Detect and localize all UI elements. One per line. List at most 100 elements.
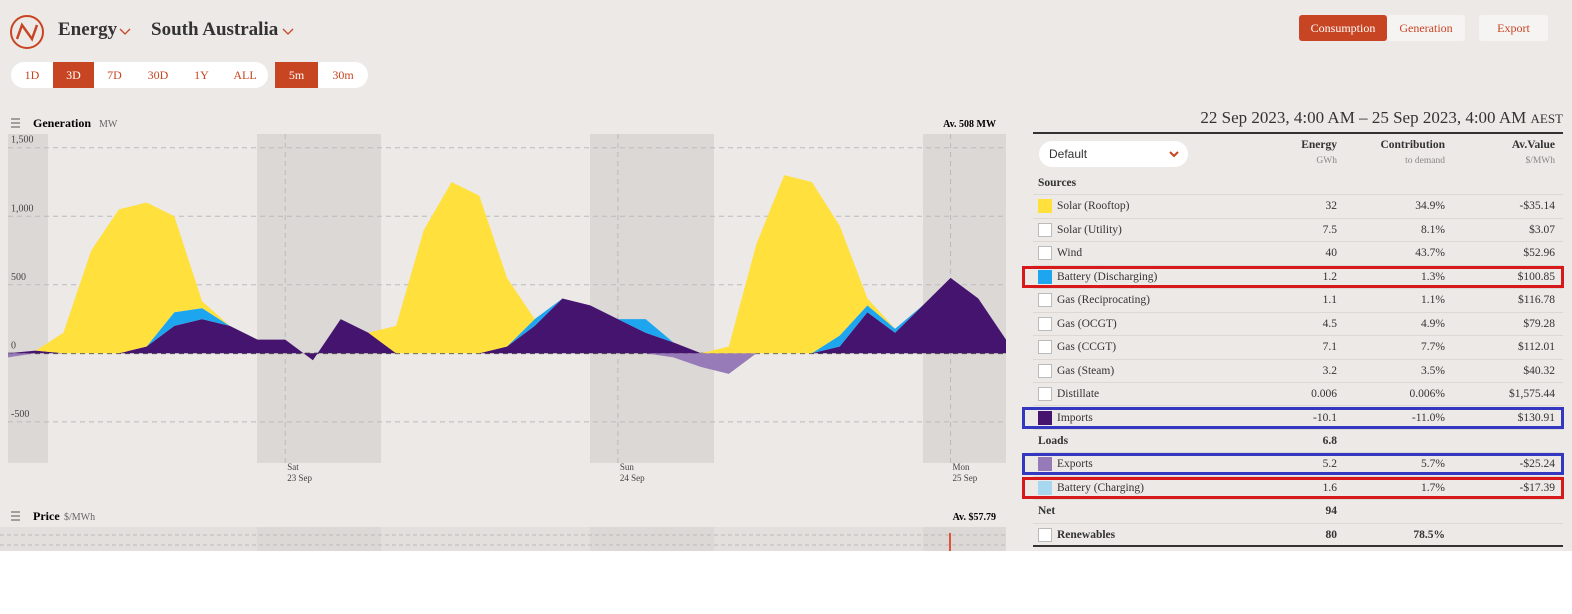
nav-button[interactable]: Generation bbox=[1387, 15, 1465, 41]
cell: 34.9% bbox=[1415, 200, 1445, 213]
table-row: Net 94 bbox=[1033, 500, 1563, 524]
x-tick-label: Sat 23 Sep bbox=[287, 462, 312, 483]
column-title: Av.Value bbox=[1511, 139, 1555, 151]
swatch bbox=[1038, 527, 1052, 542]
range-button[interactable]: 3D bbox=[53, 62, 94, 88]
table-row: Gas (Steam) 3.2 3.5% $40.32 bbox=[1033, 360, 1563, 384]
range-button[interactable]: ALL bbox=[233, 68, 257, 82]
y-tick-label: 1,500 bbox=[11, 135, 34, 146]
cell: 3.5% bbox=[1421, 364, 1445, 377]
cell: 94 bbox=[1325, 505, 1338, 518]
row-label: Exports bbox=[1057, 458, 1093, 471]
highlight bbox=[1022, 406, 1564, 429]
swatch bbox=[1038, 269, 1052, 284]
cell: 32 bbox=[1325, 200, 1338, 213]
cell: 1.2 bbox=[1322, 270, 1337, 283]
row-label: Distillate bbox=[1057, 388, 1100, 401]
row-label: Gas (Reciprocating) bbox=[1057, 294, 1150, 307]
y-tick-label: 500 bbox=[11, 272, 26, 283]
table-row: Battery (Discharging) 1.2 1.3% $100.85 bbox=[1033, 266, 1563, 290]
table-row: Battery (Charging) 1.6 1.7% -$17.39 bbox=[1033, 477, 1563, 501]
cell: 4.5 bbox=[1322, 317, 1337, 330]
chart-title: Generation bbox=[33, 116, 91, 130]
row-label: Gas (CCGT) bbox=[1057, 341, 1117, 354]
y-tick-label: 1,000 bbox=[11, 203, 34, 214]
logo[interactable] bbox=[8, 14, 46, 52]
interval-button[interactable]: 30m bbox=[332, 68, 354, 82]
price-title: Price bbox=[33, 509, 60, 523]
cell: 4.9% bbox=[1421, 317, 1445, 330]
cell: $79.28 bbox=[1523, 317, 1555, 330]
night-shading bbox=[0, 134, 1006, 551]
cell: 7.5 bbox=[1322, 223, 1337, 236]
app: Generation MW Av. 508 MW Price $/MWh Av.… bbox=[0, 0, 1572, 551]
table-row: Gas (Reciprocating) 1.1 1.1% $116.78 bbox=[1033, 289, 1563, 313]
column-unit: to demand bbox=[1405, 156, 1445, 166]
average: Av. $57.79 bbox=[953, 512, 996, 523]
cell: -11.0% bbox=[1411, 411, 1445, 424]
table-row: Exports 5.2 5.7% -$25.24 bbox=[1033, 453, 1563, 477]
row-label: Gas (OCGT) bbox=[1057, 317, 1117, 330]
cell: 3.2 bbox=[1322, 364, 1337, 377]
menu-icon[interactable] bbox=[11, 118, 20, 128]
highlight bbox=[1022, 265, 1564, 288]
nav-button[interactable]: Consumption bbox=[1299, 15, 1387, 41]
cell: $52.96 bbox=[1523, 247, 1555, 260]
cell: 1.1 bbox=[1322, 294, 1337, 307]
cell: -$35.14 bbox=[1519, 200, 1555, 213]
unit: MW bbox=[99, 119, 118, 130]
range-button[interactable]: 1D bbox=[24, 68, 40, 82]
cell: 43.7% bbox=[1415, 247, 1445, 260]
table-row: Solar (Rooftop) 32 34.9% -$35.14 bbox=[1033, 195, 1563, 219]
cell: 8.1% bbox=[1421, 223, 1445, 236]
period-text: 22 Sep 2023, 4:00 AM – 25 Sep 2023, 4:00… bbox=[1200, 108, 1527, 127]
row-label: Imports bbox=[1057, 411, 1093, 424]
range-button[interactable]: 1Y bbox=[194, 68, 209, 82]
chart: Generation MW Av. 508 MW Price $/MWh Av.… bbox=[0, 116, 1006, 551]
menu-icon[interactable] bbox=[11, 511, 20, 521]
swatch bbox=[1038, 410, 1052, 425]
column-title: Contribution bbox=[1380, 139, 1445, 151]
cell: $40.32 bbox=[1523, 364, 1555, 377]
cell: -10.1 bbox=[1313, 411, 1337, 424]
table-row: Wind 40 43.7% $52.96 bbox=[1033, 242, 1563, 266]
swatch bbox=[1038, 457, 1052, 472]
cell: $130.91 bbox=[1517, 411, 1555, 424]
chevron bbox=[119, 28, 131, 35]
y-tick-label: 0 bbox=[11, 340, 16, 351]
dropdown-text: Default bbox=[1049, 147, 1088, 161]
row-label: Wind bbox=[1057, 247, 1083, 260]
area bbox=[8, 175, 1006, 354]
region-title[interactable]: South Australia bbox=[151, 19, 279, 40]
nav-button[interactable]: Export bbox=[1479, 15, 1548, 41]
row-label: Sources bbox=[1038, 177, 1077, 189]
cell: $1,575.44 bbox=[1509, 388, 1555, 401]
interval-button[interactable]: 5m bbox=[275, 62, 318, 88]
table-row: Gas (OCGT) 4.5 4.9% $79.28 bbox=[1033, 313, 1563, 337]
x-tick-label: Mon 25 Sep bbox=[952, 462, 978, 483]
row-label: Renewables bbox=[1057, 528, 1116, 541]
cell: 1.3% bbox=[1421, 270, 1445, 283]
highlight bbox=[1022, 476, 1564, 499]
table-row: Sources bbox=[1033, 172, 1563, 196]
cell: 40 bbox=[1325, 247, 1338, 260]
cell: 7.1 bbox=[1322, 341, 1337, 354]
area bbox=[8, 277, 1006, 361]
menu-title[interactable]: Energy bbox=[58, 19, 118, 40]
swatch bbox=[1038, 387, 1052, 402]
table-row: Distillate 0.006 0.006% $1,575.44 bbox=[1033, 383, 1563, 407]
cell: 5.2 bbox=[1322, 458, 1337, 471]
x-tick-label: Sun 24 Sep bbox=[619, 462, 645, 483]
y-tick-label: -500 bbox=[11, 409, 29, 420]
range-button[interactable]: 7D bbox=[107, 68, 122, 82]
swatch bbox=[1038, 340, 1052, 355]
range-button[interactable]: 30D bbox=[147, 68, 169, 82]
swatch bbox=[1038, 363, 1052, 378]
cell: 80 bbox=[1325, 528, 1338, 541]
table-row: Renewables 80 78.5% bbox=[1033, 524, 1563, 548]
table-row: Loads 6.8 bbox=[1033, 430, 1563, 454]
row-label: Solar (Utility) bbox=[1057, 223, 1122, 236]
dropdown[interactable]: Default bbox=[1039, 141, 1188, 167]
column-unit: GWh bbox=[1316, 156, 1337, 166]
period: 22 Sep 2023, 4:00 AM – 25 Sep 2023, 4:00… bbox=[1033, 108, 1563, 128]
